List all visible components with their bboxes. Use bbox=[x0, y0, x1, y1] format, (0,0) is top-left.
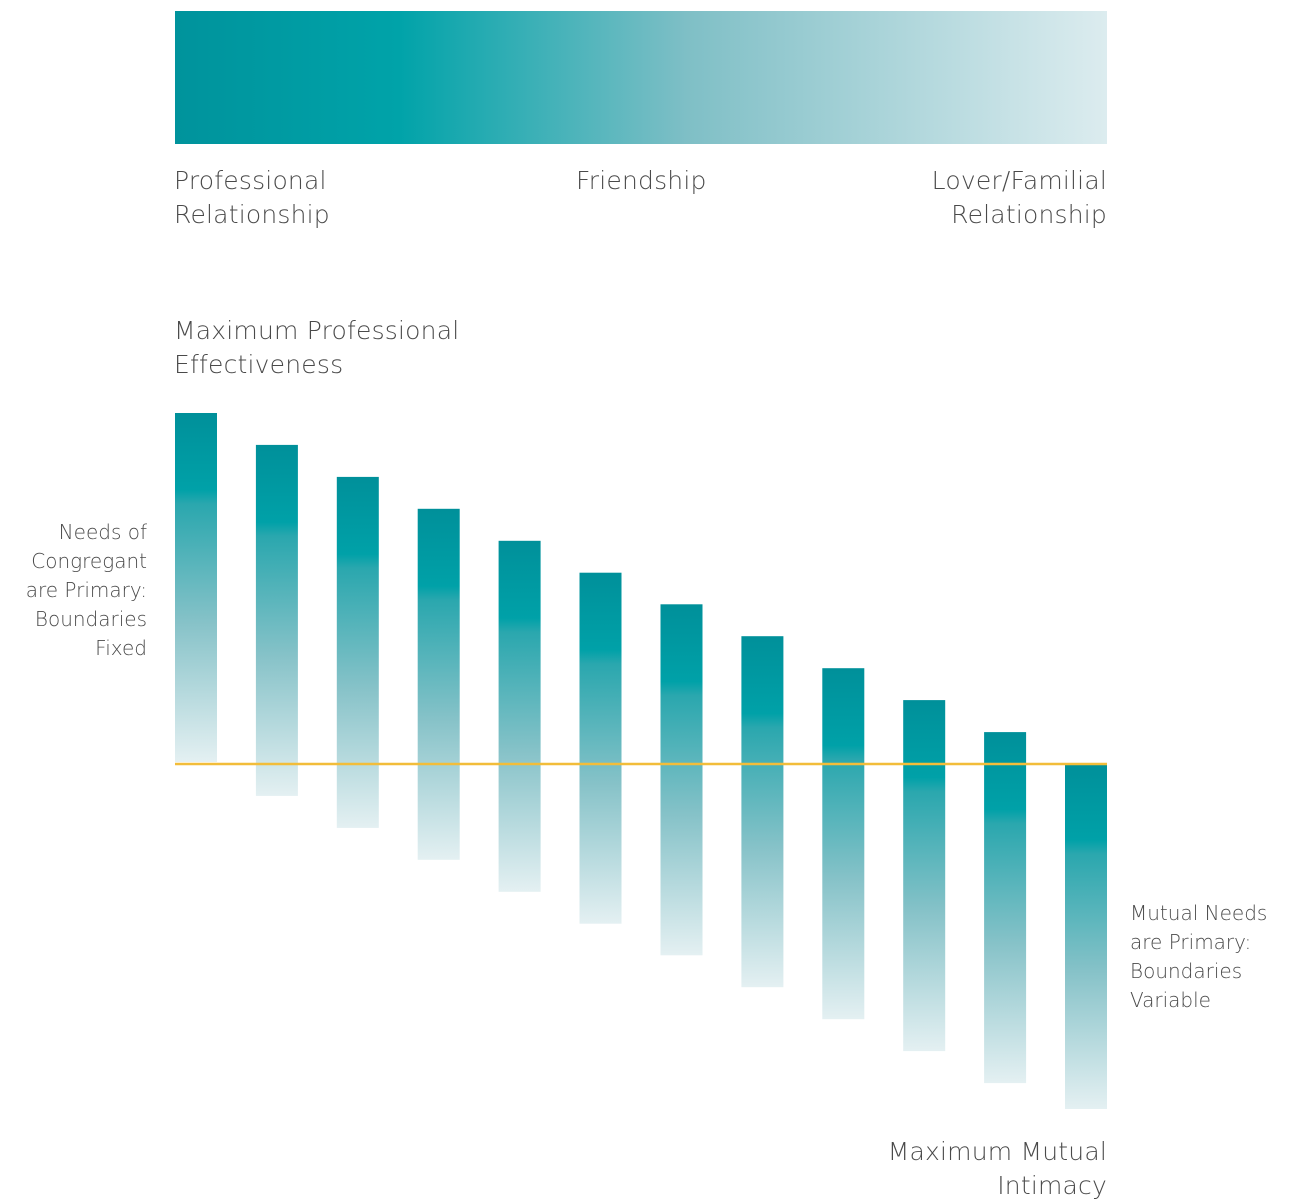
maximum-mutual-intimacy-label: Maximum Mutual Intimacy bbox=[807, 1135, 1107, 1203]
lover-familial-label-line2: Relationship bbox=[951, 200, 1107, 229]
needs-cong-line4: Boundaries bbox=[34, 607, 147, 631]
max-professional-line2: Effectiveness bbox=[174, 350, 344, 379]
mutual-needs-line1: Mutual Needs bbox=[1130, 901, 1268, 925]
relationship-spectrum-bar bbox=[175, 11, 1107, 144]
maximum-professional-effectiveness-label: Maximum Professional Effectiveness bbox=[174, 314, 459, 382]
boundary-bar-4 bbox=[417, 508, 460, 860]
professional-relationship-label-line2: Relationship bbox=[174, 200, 330, 229]
boundary-bar-1 bbox=[175, 413, 217, 762]
professional-relationship-label-line1: Professional bbox=[174, 166, 327, 195]
mutual-needs-line3: Boundaries bbox=[1130, 959, 1243, 983]
boundary-bar-12 bbox=[1065, 764, 1107, 1109]
mutual-needs-label: Mutual Needs are Primary: Boundaries Var… bbox=[1130, 899, 1267, 1015]
mutual-needs-line2: are Primary: bbox=[1130, 930, 1252, 954]
boundary-bar-10 bbox=[903, 700, 946, 1052]
needs-cong-line5: Fixed bbox=[95, 636, 147, 660]
needs-cong-line3: are Primary: bbox=[25, 578, 147, 602]
max-professional-line1: Maximum Professional bbox=[174, 316, 460, 345]
boundary-bar-9 bbox=[822, 668, 865, 1020]
boundary-bar-6 bbox=[579, 572, 622, 924]
max-mutual-line1: Maximum Mutual bbox=[887, 1137, 1107, 1166]
boundary-bar-8 bbox=[741, 636, 784, 988]
lover-familial-label-line1: Lover/Familial bbox=[931, 166, 1107, 195]
needs-of-congregant-label: Needs of Congregant are Primary: Boundar… bbox=[0, 518, 147, 663]
mutual-needs-line4: Variable bbox=[1130, 988, 1211, 1012]
needs-cong-line2: Congregant bbox=[31, 549, 147, 573]
friendship-label-text: Friendship bbox=[576, 166, 707, 195]
bars-group bbox=[175, 413, 1107, 1109]
friendship-label: Friendship bbox=[576, 164, 707, 198]
boundary-bar-2 bbox=[255, 444, 298, 796]
boundary-bar-7 bbox=[660, 604, 703, 956]
boundary-bar-5 bbox=[498, 540, 541, 892]
boundary-bar-11 bbox=[984, 732, 1027, 1084]
needs-cong-line1: Needs of bbox=[58, 520, 147, 544]
professional-relationship-label: Professional Relationship bbox=[174, 164, 330, 232]
lover-familial-relationship-label: Lover/Familial Relationship bbox=[907, 164, 1107, 232]
boundary-bar-3 bbox=[336, 476, 379, 828]
max-mutual-line2: Intimacy bbox=[997, 1171, 1107, 1200]
